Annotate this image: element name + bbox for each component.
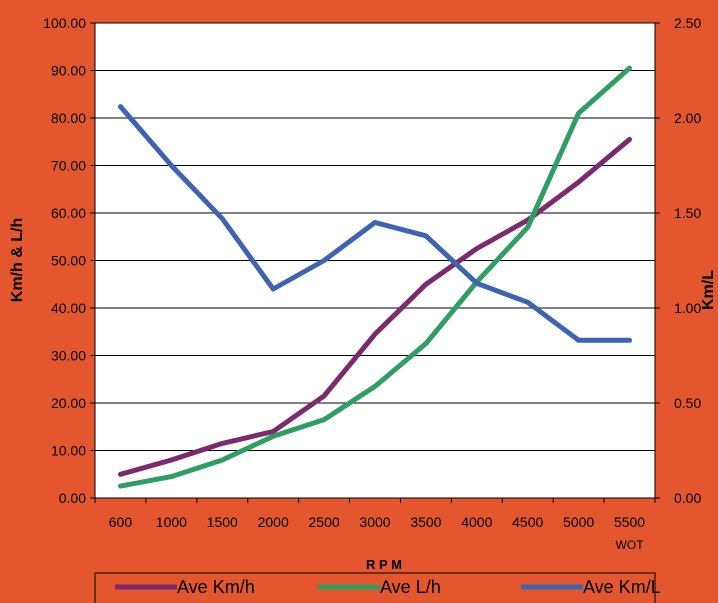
x-tick-label: 5500 bbox=[614, 514, 645, 530]
legend-label: Ave Km/h bbox=[177, 577, 255, 597]
right-tick-label: 1.00 bbox=[674, 300, 701, 316]
right-tick-label: 2.00 bbox=[674, 110, 701, 126]
left-tick-label: 50.00 bbox=[51, 253, 86, 269]
x-axis-title: R P M bbox=[366, 557, 402, 572]
gridlines bbox=[95, 70, 655, 451]
x-tick-label: 2000 bbox=[258, 514, 289, 530]
right-tick-label: 2.50 bbox=[674, 15, 701, 31]
left-tick-label: 0.00 bbox=[59, 490, 86, 506]
x-tick-label: 3000 bbox=[359, 514, 390, 530]
left-tick-label: 80.00 bbox=[51, 110, 86, 126]
y-axis-title: Km/h & L/h bbox=[9, 218, 26, 302]
x-tick-label: 1500 bbox=[207, 514, 238, 530]
right-tick-label: 1.50 bbox=[674, 205, 701, 221]
right-tick-label: 0.50 bbox=[674, 395, 701, 411]
x-tick-label: 1000 bbox=[156, 514, 187, 530]
right-tick-label: 0.00 bbox=[674, 490, 701, 506]
x-tick-label: 3500 bbox=[410, 514, 441, 530]
x-axis: 600 1000 1500 2000 2500 3000 3500 4000 4500 5000 5… bbox=[94, 497, 656, 552]
left-tick-label: 10.00 bbox=[51, 443, 86, 459]
x-tick-label: 4500 bbox=[512, 514, 543, 530]
left-tick-label: 30.00 bbox=[51, 348, 86, 364]
x-tick-label: 600 bbox=[109, 514, 133, 530]
x-tick-label: 2500 bbox=[309, 514, 340, 530]
left-tick-label: 90.00 bbox=[51, 63, 86, 79]
x-tick-label: 4000 bbox=[461, 514, 492, 530]
legend: Ave Km/h Ave L/h Ave Km/L bbox=[94, 572, 661, 603]
x-tick-label: 5000 bbox=[563, 514, 594, 530]
left-tick-label: 60.00 bbox=[51, 205, 86, 221]
left-tick-label: 20.00 bbox=[51, 395, 86, 411]
legend-label: Ave L/h bbox=[380, 577, 441, 597]
series-line-ave-km-h bbox=[118, 136, 632, 477]
right-y-axis: 0.00 0.50 1.00 1.50 2.00 2.50 bbox=[654, 15, 701, 506]
series-lines bbox=[118, 65, 632, 489]
legend-label: Ave Km/L bbox=[583, 577, 661, 597]
y2-axis-title: Km/L bbox=[700, 270, 717, 310]
left-y-axis: 0.00 10.00 20.00 30.00 40.00 50.00 60.00 70.00 8… bbox=[43, 15, 96, 506]
left-tick-label: 40.00 bbox=[51, 300, 86, 316]
series-line-ave-l-h bbox=[118, 65, 632, 489]
left-tick-label: 70.00 bbox=[51, 158, 86, 174]
x-tick-sublabel: WOT bbox=[616, 538, 645, 552]
left-tick-label: 100.00 bbox=[43, 15, 86, 31]
series-line-ave-km-l bbox=[118, 104, 632, 343]
